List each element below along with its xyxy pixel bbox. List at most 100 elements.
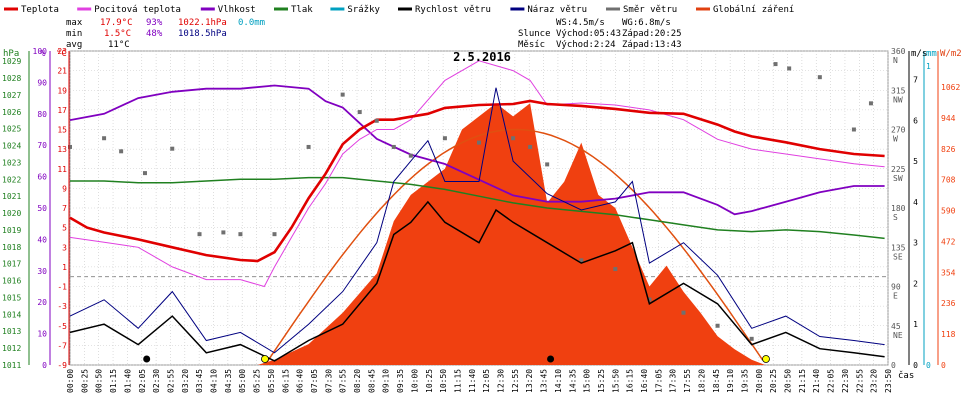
x-tick-label: 04:35 bbox=[224, 369, 233, 393]
x-tick-label: 05:50 bbox=[267, 369, 276, 393]
stats-min-hum: 48% bbox=[146, 29, 163, 39]
temperature-tick-label: 5 bbox=[62, 224, 67, 233]
wind-tick-label: 0 bbox=[913, 361, 918, 370]
radiation-tick-label: 354 bbox=[941, 268, 956, 277]
pressure-tick-label: 1012 bbox=[2, 344, 21, 353]
radiation-tick-label: 118 bbox=[941, 330, 956, 339]
x-tick-label: 15:50 bbox=[611, 369, 620, 393]
x-tick-label: 18:20 bbox=[697, 369, 706, 393]
wind-direction-point bbox=[681, 310, 686, 315]
temperature-tick-label: 21 bbox=[57, 67, 67, 76]
wind-dir-tick-label: 360 bbox=[891, 47, 906, 56]
radiation-tick-label: 944 bbox=[941, 114, 956, 123]
wind-direction-point bbox=[773, 62, 778, 67]
humidity-line bbox=[69, 84, 885, 216]
stats-avg-temp: 11°C bbox=[108, 40, 130, 50]
legend-item: Srážky bbox=[347, 5, 380, 15]
sunrise-time: Východ:05:43 bbox=[556, 29, 621, 39]
temperature-tick-label: 9 bbox=[62, 184, 67, 193]
wind-direction-point bbox=[119, 149, 124, 154]
x-tick-label: 14:10 bbox=[554, 369, 563, 393]
x-tick-label: 22:55 bbox=[855, 369, 864, 393]
temperature-tick-label: 19 bbox=[57, 86, 67, 95]
pressure-tick-label: 1023 bbox=[2, 158, 21, 167]
legend-item: Tlak bbox=[291, 5, 313, 15]
wind-dir-tick-label: 45 bbox=[891, 322, 901, 331]
radiation-tick-label: 472 bbox=[941, 237, 956, 246]
radiation-tick-label: 590 bbox=[941, 207, 956, 216]
x-tick-label: 22:30 bbox=[841, 369, 850, 393]
temperature-tick-label: -3 bbox=[57, 302, 67, 311]
stats-max-label: max bbox=[66, 18, 83, 28]
humidity-tick-label: 0 bbox=[42, 361, 47, 370]
unit-labels: hPa % °C m/s mm W/m2 čas bbox=[3, 49, 962, 381]
wind-speed-line bbox=[69, 200, 885, 362]
sun-moon-info: WS:4.5m/s WG:6.8m/s Slunce Východ:05:43 … bbox=[518, 18, 682, 50]
wind-dir-tick-label: 270 bbox=[891, 126, 906, 135]
x-tick-label: 23:20 bbox=[870, 369, 879, 393]
x-tick-label: 07:55 bbox=[339, 369, 348, 393]
pressure-tick-label: 1028 bbox=[2, 74, 21, 83]
pressure-tick-label: 1013 bbox=[2, 327, 21, 336]
wind-tick-label: 4 bbox=[913, 198, 918, 207]
legend-item: Rychlost větru bbox=[415, 5, 491, 15]
stats-min-temp: 1.5°C bbox=[104, 29, 131, 39]
x-tick-label: 07:30 bbox=[324, 369, 333, 393]
x-tick-label: 10:25 bbox=[425, 369, 434, 393]
wind-tick-label: 5 bbox=[913, 157, 918, 166]
wind-dir-tick-label: 225 bbox=[891, 165, 906, 174]
x-tick-label: 15:25 bbox=[597, 369, 606, 393]
humidity-tick-label: 10 bbox=[37, 330, 47, 339]
wind-direction-point bbox=[408, 153, 413, 158]
sunset-time: Západ:20:25 bbox=[622, 29, 682, 39]
x-tick-label: 09:10 bbox=[382, 369, 391, 393]
x-tick-label: 03:45 bbox=[195, 369, 204, 393]
x-tick-label: 18:45 bbox=[712, 369, 721, 393]
wind-dir-compass-label: N bbox=[893, 56, 898, 65]
pressure-tick-label: 1026 bbox=[2, 108, 21, 117]
temperature-tick-label: 15 bbox=[57, 126, 67, 135]
x-tick-label: 17:05 bbox=[654, 369, 663, 393]
x-tick-label: 19:10 bbox=[726, 369, 735, 393]
radiation-area bbox=[257, 103, 766, 366]
sunrise-marker bbox=[261, 355, 269, 363]
wind-direction-point bbox=[787, 66, 792, 71]
chart-axes: 00:00 00:25 00:50 01:15 01:40 02:05 02:30 02:55… bbox=[2, 47, 960, 393]
temperature-tick-label: 1 bbox=[62, 263, 67, 272]
wind-direction-point bbox=[545, 162, 550, 167]
humidity-tick-label: 100 bbox=[33, 47, 48, 56]
legend-item: Směr větru bbox=[623, 5, 677, 15]
x-tick-label: 12:55 bbox=[511, 369, 520, 393]
legend: Teplota Pocitová teplota Vlhkost Tlak Srážky… bbox=[4, 5, 794, 15]
x-tick-label: 12:05 bbox=[482, 369, 491, 393]
x-tick-label: 05:25 bbox=[253, 369, 262, 393]
pressure-tick-label: 1020 bbox=[2, 209, 21, 218]
x-tick-label: 00:25 bbox=[80, 369, 89, 393]
wind-direction-point bbox=[647, 297, 652, 302]
wind-direction-point bbox=[306, 144, 311, 149]
wind-tick-label: 7 bbox=[913, 76, 918, 85]
x-tick-label: 20:50 bbox=[784, 369, 793, 393]
wind-direction-point bbox=[68, 144, 72, 149]
wind-direction-point bbox=[749, 336, 754, 341]
x-tick-label: 02:55 bbox=[166, 369, 175, 393]
moonrise-time: Východ:2:24 bbox=[556, 40, 616, 50]
humidity-tick-label: 80 bbox=[37, 110, 47, 119]
sun-label: Slunce bbox=[518, 29, 551, 39]
radiation-tick-label: 236 bbox=[941, 299, 956, 308]
radiation-tick-label: 1062 bbox=[941, 83, 960, 92]
pressure-tick-label: 1016 bbox=[2, 277, 21, 286]
x-tick-label: 01:40 bbox=[123, 369, 132, 393]
legend-item: Pocitová teplota bbox=[94, 5, 181, 15]
wind-direction-point bbox=[868, 101, 873, 106]
x-tick-label: 00:00 bbox=[66, 369, 75, 393]
wind-direction-point bbox=[374, 118, 379, 123]
x-tick-label: 11:15 bbox=[453, 369, 462, 393]
wind-direction-point bbox=[238, 232, 243, 237]
wind-direction-point bbox=[272, 232, 277, 237]
unit-wind: m/s bbox=[911, 49, 927, 59]
chart-series bbox=[68, 60, 885, 362]
wind-direction-point bbox=[170, 146, 175, 151]
stats-min-press: 1018.5hPa bbox=[178, 29, 227, 39]
